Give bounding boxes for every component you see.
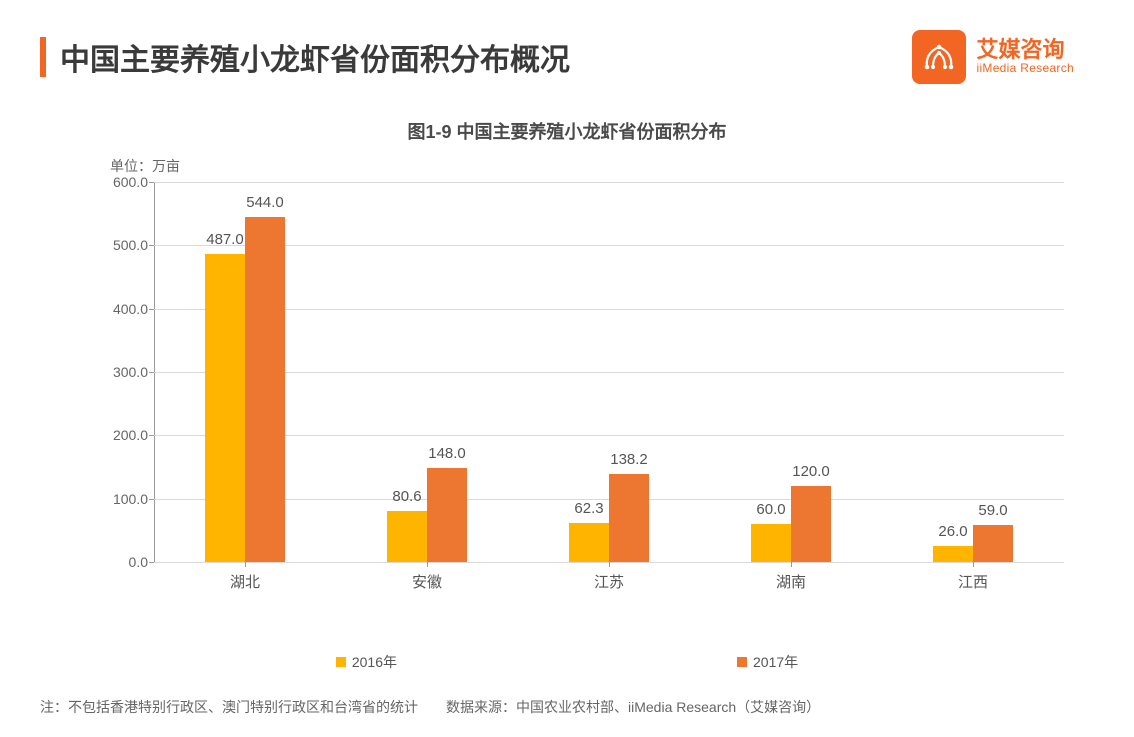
x-axis-label: 湖南 (700, 571, 882, 592)
y-tick-label: 300.0 (100, 364, 148, 380)
legend-item-2016: 2016年 (336, 652, 397, 672)
chart-area: 0.0100.0200.0300.0400.0500.0600.0 487.05… (110, 182, 1064, 602)
plot-area: 0.0100.0200.0300.0400.0500.0600.0 487.05… (154, 182, 1064, 562)
bar-value-label: 26.0 (938, 523, 967, 540)
footnote-note: 注：不包括香港特别行政区、澳门特别行政区和台湾省的统计 (40, 697, 418, 717)
chart-title: 图1-9 中国主要养殖小龙虾省份面积分布 (0, 118, 1134, 144)
legend: 2016年 2017年 (0, 652, 1134, 672)
bar: 26.0 (933, 546, 973, 562)
legend-label: 2017年 (753, 652, 798, 672)
bar-value-label: 80.6 (392, 488, 421, 505)
legend-swatch-icon (336, 657, 346, 667)
bar-value-label: 59.0 (978, 502, 1007, 519)
footnote-source: 数据来源：中国农业农村部、iiMedia Research（艾媒咨询） (446, 697, 820, 717)
legend-label: 2016年 (352, 652, 397, 672)
bar: 138.2 (609, 474, 649, 562)
unit-label: 单位：万亩 (110, 156, 1134, 176)
x-axis-label: 湖北 (154, 571, 336, 592)
x-tick-mark (427, 562, 428, 567)
bar-group: 487.0544.0 (154, 182, 336, 562)
legend-item-2017: 2017年 (737, 652, 798, 672)
x-tick-mark (973, 562, 974, 567)
bar-group: 60.0120.0 (700, 182, 882, 562)
bar-group: 80.6148.0 (336, 182, 518, 562)
logo-text-cn: 艾媒咨询 (976, 39, 1074, 61)
x-axis-labels: 湖北安徽江苏湖南江西 (154, 571, 1064, 592)
logo-text: 艾媒咨询 iiMedia Research (976, 39, 1074, 75)
legend-swatch-icon (737, 657, 747, 667)
bar-groups: 487.0544.080.6148.062.3138.260.0120.026.… (154, 182, 1064, 562)
y-tick-label: 400.0 (100, 301, 148, 317)
footnote: 注：不包括香港特别行政区、澳门特别行政区和台湾省的统计 数据来源：中国农业农村部… (40, 697, 1094, 717)
x-axis-label: 江西 (882, 571, 1064, 592)
x-tick-mark (791, 562, 792, 567)
y-tick-label: 200.0 (100, 427, 148, 443)
bar: 487.0 (205, 254, 245, 562)
bar-value-label: 544.0 (246, 194, 284, 211)
y-tick-label: 100.0 (100, 491, 148, 507)
logo-text-en: iiMedia Research (976, 61, 1074, 75)
bar: 120.0 (791, 486, 831, 562)
y-tick-mark (149, 562, 154, 563)
bar-value-label: 62.3 (574, 500, 603, 517)
title-wrap: 中国主要养殖小龙虾省份面积分布概况 (40, 35, 570, 79)
bar-value-label: 138.2 (610, 451, 648, 468)
bar: 80.6 (387, 511, 427, 562)
bar: 62.3 (569, 523, 609, 562)
title-accent-bar (40, 37, 46, 77)
y-tick-label: 0.0 (100, 554, 148, 570)
page-title: 中国主要养殖小龙虾省份面积分布概况 (60, 35, 570, 79)
bar-group: 26.059.0 (882, 182, 1064, 562)
bar-value-label: 148.0 (428, 445, 466, 462)
bar-value-label: 60.0 (756, 501, 785, 518)
bar: 59.0 (973, 525, 1013, 562)
header: 中国主要养殖小龙虾省份面积分布概况 艾媒咨询 iiMedia Research (0, 0, 1134, 94)
y-tick-label: 500.0 (100, 237, 148, 253)
logo-mark-icon (912, 30, 966, 84)
bar-group: 62.3138.2 (518, 182, 700, 562)
x-tick-mark (245, 562, 246, 567)
x-axis-label: 安徽 (336, 571, 518, 592)
x-axis-label: 江苏 (518, 571, 700, 592)
bar: 544.0 (245, 217, 285, 562)
bar-value-label: 120.0 (792, 463, 830, 480)
bar: 148.0 (427, 468, 467, 562)
brand-logo: 艾媒咨询 iiMedia Research (912, 30, 1074, 84)
x-tick-mark (609, 562, 610, 567)
bar-value-label: 487.0 (206, 231, 244, 248)
y-tick-label: 600.0 (100, 174, 148, 190)
bar: 60.0 (751, 524, 791, 562)
